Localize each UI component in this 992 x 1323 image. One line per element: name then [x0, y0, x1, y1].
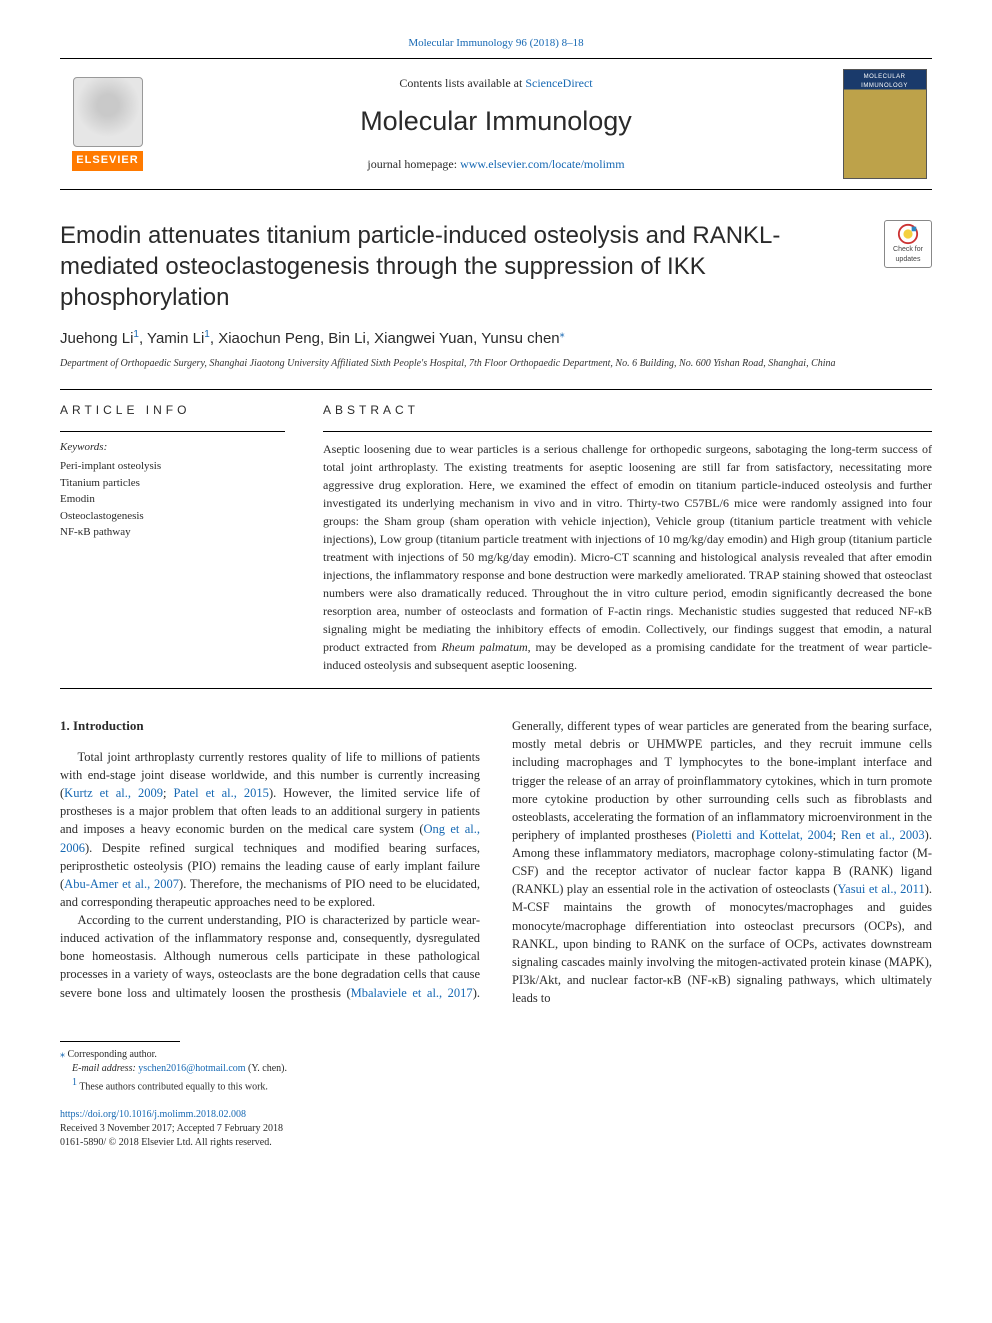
- text-run: ;: [163, 786, 174, 800]
- citation-link[interactable]: Abu-Amer et al., 2007: [64, 877, 179, 891]
- equal-text: These authors contributed equally to thi…: [79, 1081, 268, 1092]
- journal-cover-icon: MOLECULAR IMMUNOLOGY: [843, 69, 927, 179]
- author: Xiaochun Peng: [218, 330, 320, 347]
- footnote-email: E-mail address: yschen2016@hotmail.com (…: [60, 1062, 932, 1076]
- corr-label: Corresponding author.: [68, 1049, 157, 1060]
- received-line: Received 3 November 2017; Accepted 7 Feb…: [60, 1122, 932, 1136]
- equal-mark[interactable]: 1: [72, 1077, 77, 1088]
- keywords-list: Peri-implant osteolysis Titanium particl…: [60, 458, 285, 541]
- keyword: Peri-implant osteolysis: [60, 458, 285, 475]
- masthead-center: Contents lists available at ScienceDirec…: [155, 75, 837, 173]
- journal-cover-block: MOLECULAR IMMUNOLOGY: [837, 69, 932, 179]
- author-corr-mark[interactable]: ⁎: [560, 329, 565, 340]
- author: Juehong Li: [60, 330, 133, 347]
- publisher-logo-block: ELSEVIER: [60, 77, 155, 171]
- journal-name: Molecular Immunology: [155, 102, 837, 141]
- abstract-text: Aseptic loosening due to wear particles …: [323, 440, 932, 674]
- body-columns: 1. Introduction Total joint arthroplasty…: [60, 717, 932, 1007]
- affiliation: Department of Orthopaedic Surgery, Shang…: [60, 357, 932, 371]
- rule: [60, 431, 285, 432]
- footnote-corr: ⁎ Corresponding author.: [60, 1048, 932, 1062]
- keywords-label: Keywords:: [60, 440, 285, 456]
- keyword: Emodin: [60, 491, 285, 508]
- author: Bin Li: [328, 330, 366, 347]
- footnote-rule: [60, 1041, 180, 1042]
- article-info-heading: ARTICLE INFO: [60, 402, 285, 419]
- title-row: Emodin attenuates titanium particle-indu…: [60, 220, 932, 314]
- rule: [60, 389, 932, 390]
- crossmark-icon: [897, 223, 919, 245]
- doi-block: https://doi.org/10.1016/j.molimm.2018.02…: [60, 1108, 932, 1150]
- homepage-link[interactable]: www.elsevier.com/locate/molimm: [460, 157, 625, 171]
- rule: [323, 431, 932, 432]
- elsevier-tree-icon: [73, 77, 143, 147]
- author-list: Juehong Li1, Yamin Li1, Xiaochun Peng, B…: [60, 328, 932, 350]
- citation-link[interactable]: Pioletti and Kottelat, 2004: [696, 828, 833, 842]
- star-icon: ⁎: [60, 1049, 68, 1060]
- article-title: Emodin attenuates titanium particle-indu…: [60, 220, 884, 314]
- abstract-block: ABSTRACT Aseptic loosening due to wear p…: [323, 402, 932, 674]
- homepage-prefix: journal homepage:: [367, 157, 460, 171]
- footnote-equal: 1 These authors contributed equally to t…: [60, 1076, 932, 1094]
- contents-line: Contents lists available at ScienceDirec…: [155, 75, 837, 92]
- contents-prefix: Contents lists available at: [399, 76, 525, 90]
- author: Xiangwei Yuan: [374, 330, 473, 347]
- text-run: ;: [833, 828, 841, 842]
- citation-link[interactable]: Patel et al., 2015: [174, 786, 269, 800]
- citation-link[interactable]: Yasui et al., 2011: [837, 882, 924, 896]
- keyword: Titanium particles: [60, 475, 285, 492]
- abstract-part: Aseptic loosening due to wear particles …: [323, 442, 932, 654]
- footnotes: ⁎ Corresponding author. E-mail address: …: [60, 1041, 932, 1094]
- author-mark[interactable]: 1: [133, 329, 139, 340]
- sciencedirect-link[interactable]: ScienceDirect: [525, 76, 592, 90]
- doi-link[interactable]: https://doi.org/10.1016/j.molimm.2018.02…: [60, 1109, 246, 1120]
- citation-link[interactable]: Mbalaviele et al., 2017: [351, 986, 473, 1000]
- author: Yamin Li: [147, 330, 204, 347]
- check-badge-line1: Check for: [893, 245, 923, 255]
- masthead: ELSEVIER Contents lists available at Sci…: [60, 58, 932, 190]
- paragraph: Total joint arthroplasty currently resto…: [60, 748, 480, 911]
- info-abstract-row: ARTICLE INFO Keywords: Peri-implant oste…: [60, 402, 932, 674]
- journal-cover-label: MOLECULAR IMMUNOLOGY: [844, 73, 926, 90]
- author: Yunsu chen: [481, 330, 559, 347]
- abstract-em: Rheum palmatum: [441, 640, 527, 654]
- keyword: NF-κB pathway: [60, 524, 285, 541]
- article-info-block: ARTICLE INFO Keywords: Peri-implant oste…: [60, 402, 285, 674]
- text-run: ). M-CSF maintains the growth of monocyt…: [512, 882, 932, 1005]
- check-badge-line2: updates: [896, 255, 921, 265]
- elsevier-wordmark: ELSEVIER: [72, 151, 142, 171]
- citation-link[interactable]: Ren et al., 2003: [841, 828, 925, 842]
- author-mark[interactable]: 1: [204, 329, 210, 340]
- keyword: Osteoclastogenesis: [60, 508, 285, 525]
- running-head: Molecular Immunology 96 (2018) 8–18: [60, 36, 932, 52]
- homepage-line: journal homepage: www.elsevier.com/locat…: [155, 156, 837, 173]
- citation-link[interactable]: Kurtz et al., 2009: [64, 786, 163, 800]
- email-who: (Y. chen).: [248, 1063, 287, 1074]
- copyright-line: 0161-5890/ © 2018 Elsevier Ltd. All righ…: [60, 1136, 932, 1150]
- section-heading: 1. Introduction: [60, 717, 480, 736]
- check-updates-badge[interactable]: Check for updates: [884, 220, 932, 268]
- abstract-heading: ABSTRACT: [323, 402, 932, 419]
- email-link[interactable]: yschen2016@hotmail.com: [138, 1063, 245, 1074]
- email-label: E-mail address:: [72, 1063, 136, 1074]
- rule: [60, 688, 932, 689]
- citation-link[interactable]: Molecular Immunology 96 (2018) 8–18: [408, 37, 583, 49]
